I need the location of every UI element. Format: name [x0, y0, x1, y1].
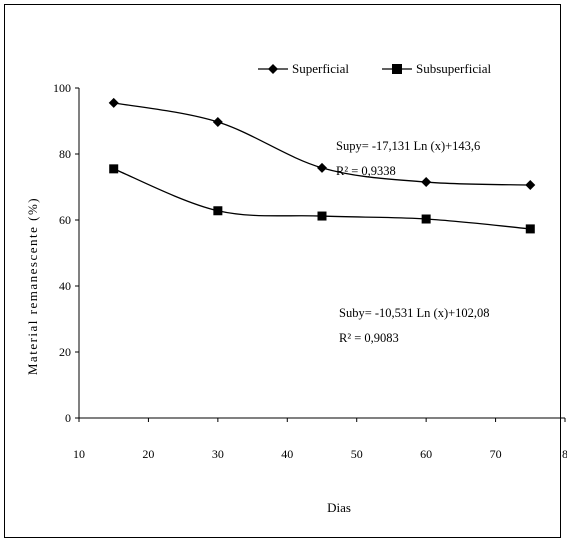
legend-label-subsuperficial: Subsuperficial: [416, 61, 491, 76]
x-tick-label: 8: [562, 447, 567, 461]
axes: [78, 88, 565, 419]
legend-diamond-marker: [268, 64, 278, 74]
annotation-superficial-equation: Supy= -17,131 Ln (x)+143,6: [336, 139, 480, 153]
data-point-square: [317, 211, 327, 221]
x-axis-label: Dias: [327, 500, 351, 515]
y-tick-label: 0: [65, 411, 71, 425]
x-tick-label: 10: [73, 447, 85, 461]
data-point-square: [213, 206, 223, 216]
ticks: 0 20 40 60 80 100 10 20 30 40 50 60 70 8: [53, 81, 567, 461]
data-point-square: [109, 164, 119, 174]
x-tick-label: 50: [351, 447, 363, 461]
x-tick-label: 30: [212, 447, 224, 461]
data-point-square: [421, 214, 431, 224]
data-point-square: [525, 224, 535, 234]
data-point-diamond: [108, 97, 119, 108]
legend: Superficial Subsuperficial: [258, 61, 491, 76]
y-tick-label: 40: [59, 279, 71, 293]
legend-item-superficial: Superficial: [258, 61, 349, 76]
series-superficial: [108, 97, 536, 191]
data-point-diamond: [525, 180, 536, 191]
y-tick-label: 60: [59, 213, 71, 227]
y-tick-label: 80: [59, 147, 71, 161]
data-point-diamond: [212, 116, 223, 127]
legend-item-subsuperficial: Subsuperficial: [382, 61, 491, 76]
y-axis-label: Material remanescente (%): [25, 197, 40, 375]
data-point-diamond: [317, 162, 327, 173]
x-tick-label: 20: [142, 447, 154, 461]
x-tick-label: 40: [281, 447, 293, 461]
annotation-superficial-r2: R² = 0,9338: [336, 164, 396, 178]
legend-square-marker: [392, 64, 402, 74]
series-subsuperficial: [109, 164, 535, 234]
x-tick-label: 70: [490, 447, 502, 461]
x-tick-label: 60: [420, 447, 432, 461]
annotation-subsuperficial-equation: Suby= -10,531 Ln (x)+102,08: [339, 306, 490, 320]
data-point-diamond: [421, 177, 432, 188]
chart-frame: [4, 4, 561, 538]
legend-label-superficial: Superficial: [292, 61, 349, 76]
series-layer: [108, 97, 536, 234]
y-tick-label: 100: [53, 81, 71, 95]
y-tick-label: 20: [59, 345, 71, 359]
annotation-subsuperficial-r2: R² = 0,9083: [339, 331, 399, 345]
